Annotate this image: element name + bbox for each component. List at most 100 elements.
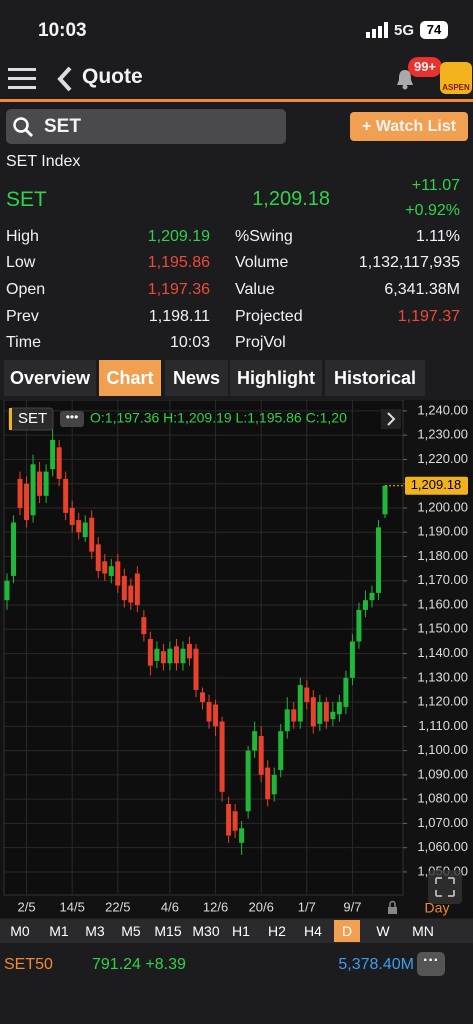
candle-body	[4, 580, 10, 601]
timeframe[interactable]: D	[334, 920, 360, 942]
stat-label: %Swing	[235, 228, 293, 245]
stat-label: Volume	[235, 254, 289, 271]
candle-body	[317, 702, 323, 724]
candle-body	[193, 648, 199, 690]
y-tick-label: 1,180.00	[417, 548, 468, 563]
timeframe[interactable]: M30	[192, 923, 220, 939]
candle-body	[291, 709, 297, 722]
tab[interactable]: Highlight	[230, 360, 322, 396]
candle-body	[141, 617, 147, 635]
range-label: Day	[425, 900, 450, 916]
last-price-label: 1,209.18	[411, 477, 462, 492]
stat-label: Prev	[6, 308, 39, 325]
stat-value: 1,195.86	[147, 254, 210, 271]
timeframe[interactable]: M3	[85, 923, 105, 939]
logo[interactable]: ASPEN	[440, 62, 472, 94]
candle-body	[239, 828, 245, 843]
candle-body	[63, 478, 69, 513]
timeframe[interactable]: W	[376, 923, 390, 939]
timeframe[interactable]: H1	[232, 923, 250, 939]
candle-body	[213, 704, 219, 727]
candle-body	[375, 527, 381, 593]
candle-body	[24, 483, 30, 521]
y-tick-label: 1,190.00	[417, 524, 468, 539]
timeframe[interactable]: H2	[268, 923, 286, 939]
candle-body	[330, 711, 336, 720]
y-tick-label: 1,130.00	[417, 669, 468, 684]
x-tick-label: 12/6	[203, 899, 228, 914]
menu-button[interactable]	[8, 66, 38, 92]
stat-label: Low	[6, 254, 36, 271]
tab[interactable]: Chart	[99, 360, 161, 396]
candle-body	[147, 639, 153, 666]
more-button[interactable]: ···	[417, 952, 445, 976]
index-name: SET Index	[6, 153, 81, 170]
candle-body	[304, 687, 310, 703]
stat-value: 10:03	[169, 334, 210, 351]
candle-body	[226, 804, 232, 836]
candle-body	[349, 641, 355, 678]
y-tick-label: 1,240.00	[417, 402, 468, 417]
candle-body	[369, 592, 375, 601]
stat-value: 1,198.11	[148, 308, 210, 325]
candle-body	[17, 478, 23, 508]
legend-scroll	[381, 409, 401, 429]
stat-value: 1,197.36	[147, 281, 210, 298]
candle-body	[76, 520, 82, 533]
y-tick-label: 1,120.00	[417, 694, 468, 709]
tab[interactable]: Historical	[325, 360, 425, 396]
y-tick-label: 1,170.00	[417, 572, 468, 587]
y-tick-label: 1,060.00	[417, 839, 468, 854]
candle-body	[173, 646, 179, 664]
stat-label: ProjVol	[235, 334, 286, 351]
symbol: SET	[6, 188, 47, 211]
timeframe[interactable]: MN	[412, 923, 434, 939]
tab[interactable]: Overview	[4, 360, 96, 396]
timeframe[interactable]: M5	[121, 923, 141, 939]
candle-body	[297, 685, 303, 722]
candle-body	[50, 440, 56, 470]
page-title: Quote	[82, 65, 143, 88]
price: 1,209.18	[252, 188, 330, 210]
bell-icon[interactable]	[394, 68, 416, 90]
candle-body	[69, 507, 75, 525]
candle-body	[121, 575, 127, 601]
candle-body	[160, 651, 166, 664]
chart-title: SET	[18, 410, 47, 427]
legend-arrow	[387, 412, 396, 426]
legend-accent	[9, 408, 12, 430]
tab[interactable]: News	[165, 360, 228, 396]
stat-label: Value	[235, 281, 275, 298]
candle-body	[37, 471, 43, 496]
plot-area	[3, 400, 404, 896]
y-tick-label: 1,090.00	[417, 766, 468, 781]
x-tick-label: 22/5	[105, 899, 130, 914]
timeframe[interactable]: H4	[304, 923, 322, 939]
stat-label: Open	[6, 281, 46, 298]
ticker-price: 791.24 +8.39	[92, 956, 186, 973]
y-tick-label: 1,070.00	[417, 815, 468, 830]
x-tick-label: 2/5	[18, 899, 36, 914]
back-button[interactable]	[55, 66, 75, 92]
timeframe[interactable]: M15	[154, 923, 182, 939]
search-box[interactable]	[6, 109, 286, 144]
ticker-symbol: SET50	[4, 956, 53, 973]
candle-body	[82, 522, 88, 538]
candle-body	[154, 648, 160, 661]
ticker-value: 5,378.40M	[338, 956, 414, 973]
change-percent: +0.92%	[405, 202, 460, 219]
signal-icon	[366, 22, 388, 38]
x-tick-label: 14/5	[60, 899, 85, 914]
y-tick-label: 1,220.00	[417, 451, 468, 466]
stat-value: 1,132,117,935	[358, 254, 460, 271]
candle-body	[89, 517, 95, 552]
stat-label: High	[6, 228, 39, 245]
timeframe[interactable]: M0	[10, 923, 30, 939]
candle-body	[310, 697, 316, 727]
timeframe[interactable]: M1	[49, 923, 69, 939]
candle-body	[258, 736, 264, 775]
candle-body	[102, 561, 108, 574]
watch-list-button[interactable]: + Watch List	[350, 112, 468, 141]
header-divider	[0, 99, 473, 102]
